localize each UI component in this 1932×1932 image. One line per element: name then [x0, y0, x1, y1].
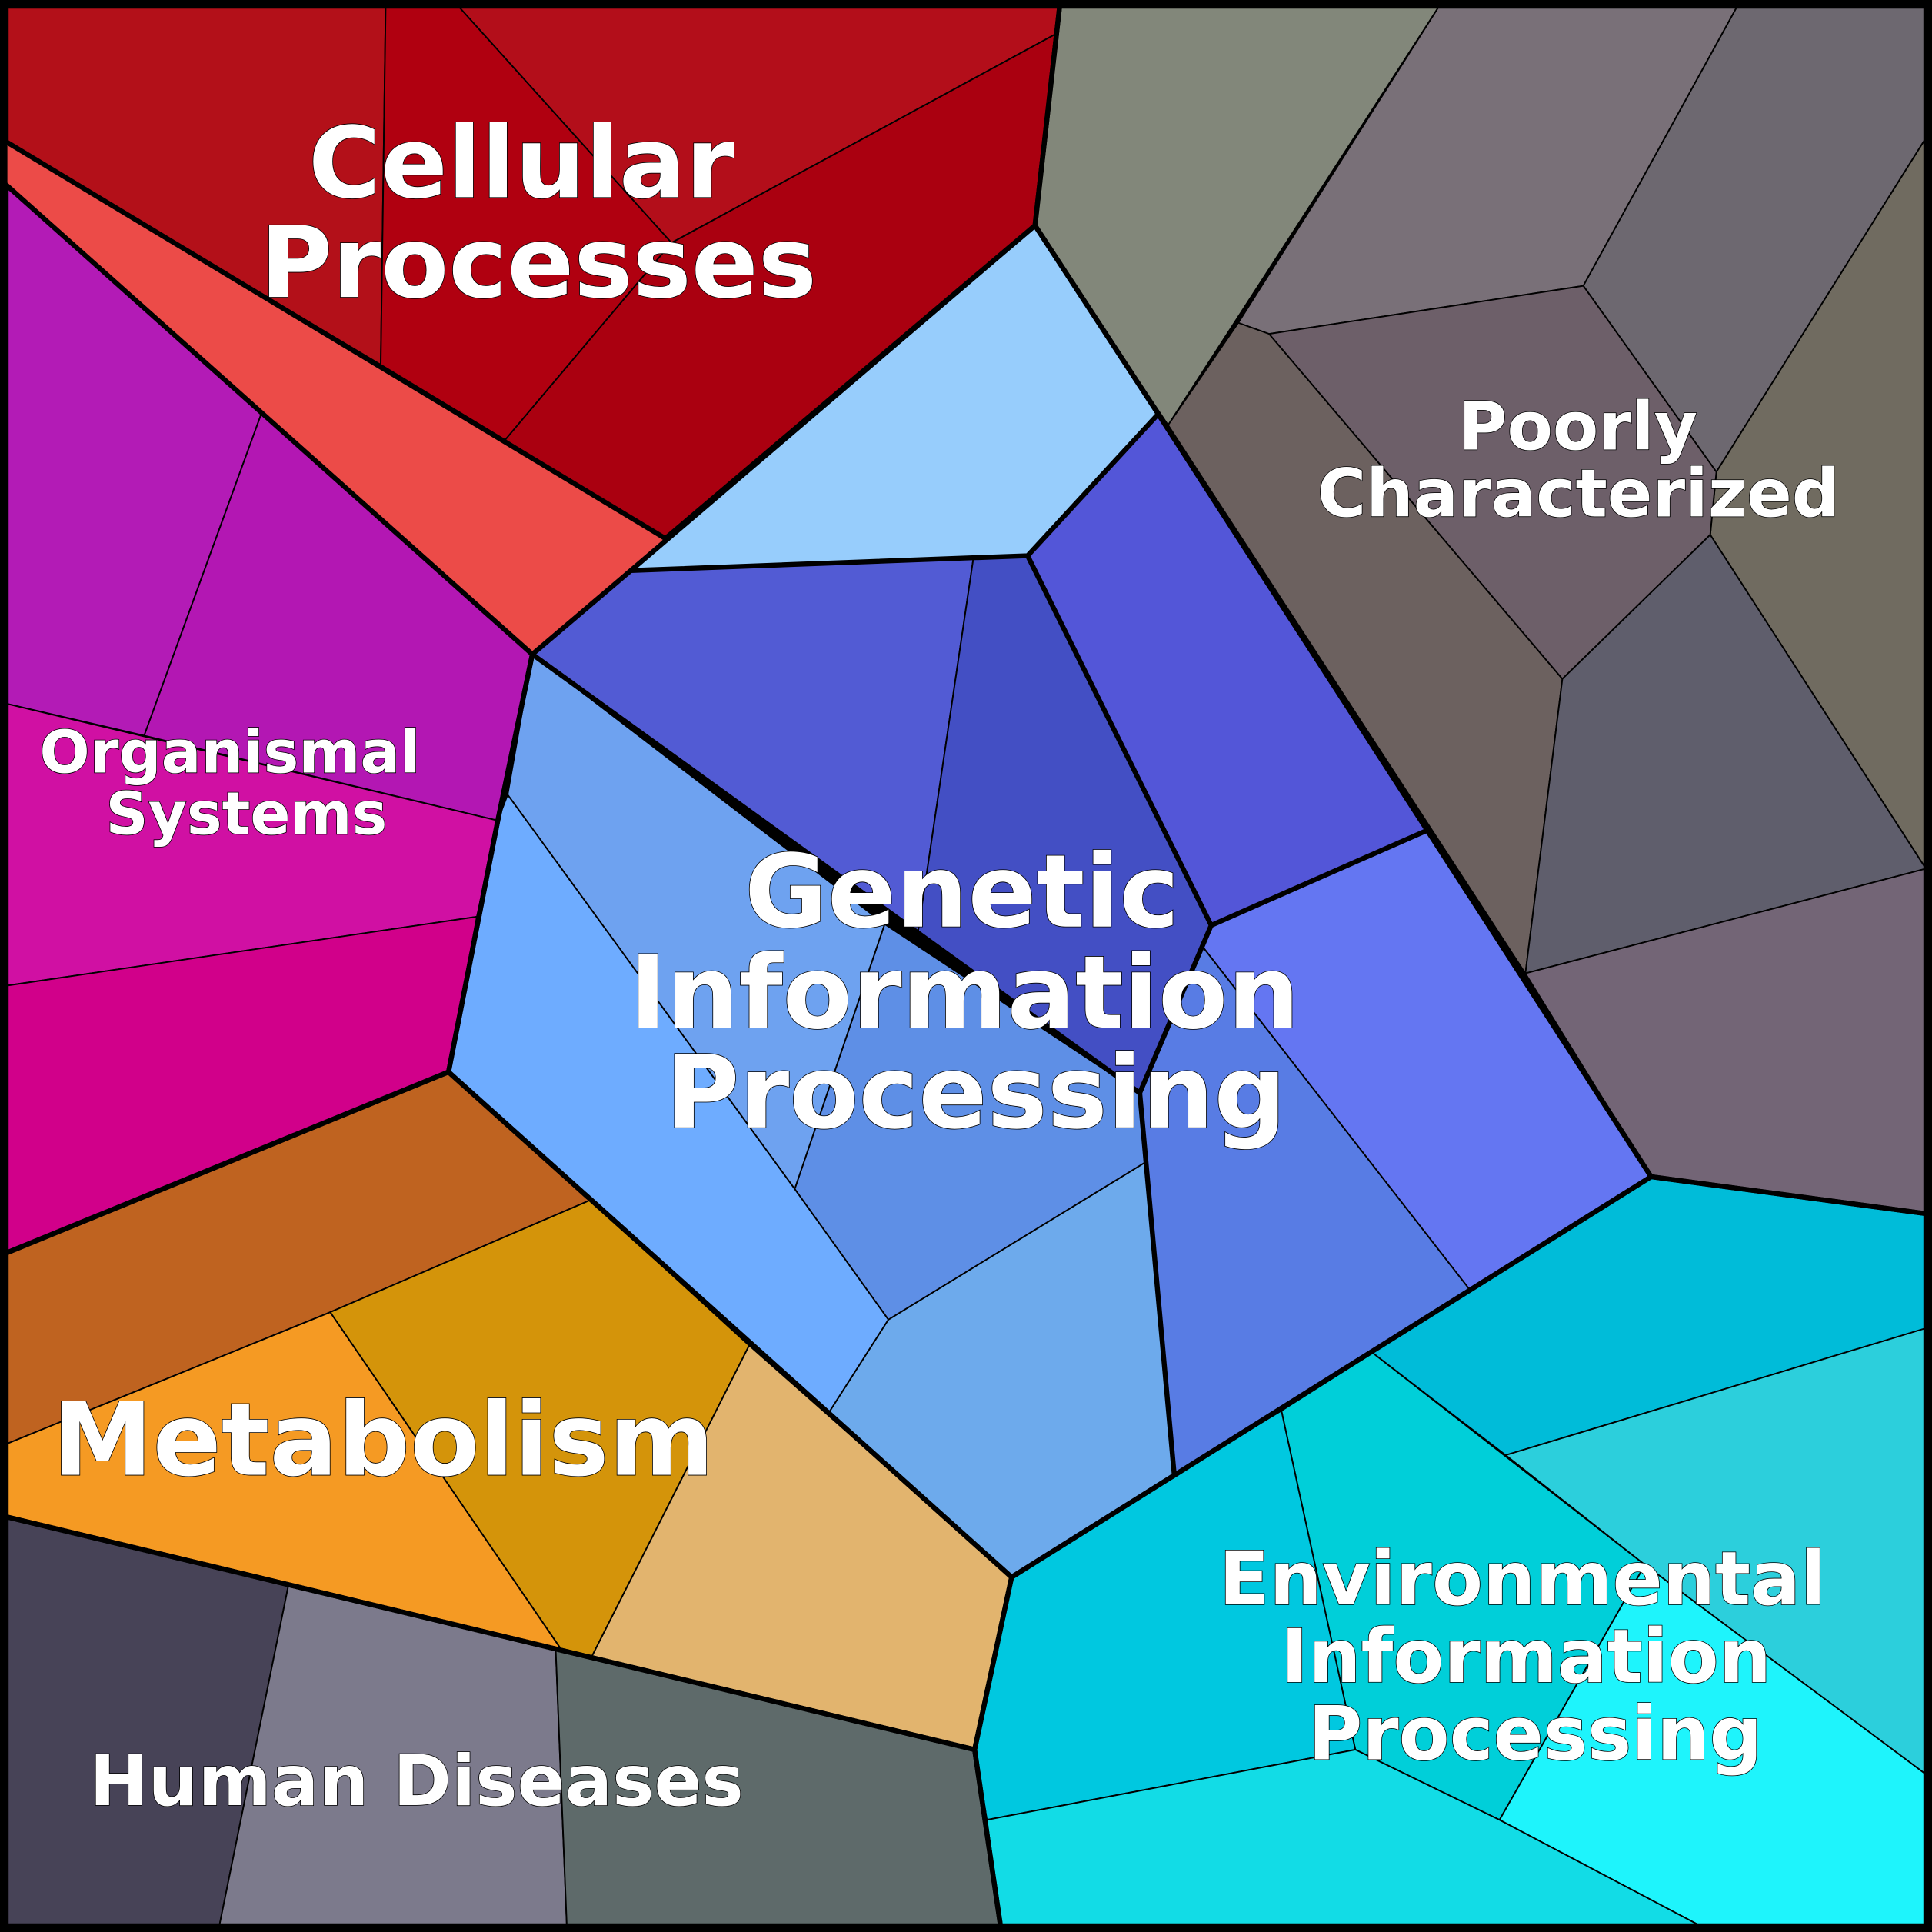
group-human-diseases [5, 1515, 1001, 1927]
label-human-diseases: Human Diseases [89, 1740, 743, 1822]
group-environmental-information-processing [974, 1175, 1927, 1927]
labels: Cellular Processes Organismal Systems Ge… [39, 106, 1851, 1823]
group-genetic-information-processing [448, 224, 1653, 1578]
label-environmental-information-processing: Environmental Information Processing [1219, 1536, 1851, 1777]
label-cellular-processes: Cellular Processes [260, 106, 817, 321]
label-organismal-systems: Organismal Systems [39, 718, 441, 848]
label-genetic-information-processing: Genetic Information Processing [629, 833, 1334, 1151]
cell[interactable] [1267, 285, 1717, 681]
group-organismal-systems [5, 183, 534, 1254]
group-poorly-characterized [1034, 5, 1927, 1215]
label-poorly-characterized: Poorly Characterized [1317, 389, 1840, 533]
group-metabolism [5, 1071, 1013, 1751]
label-metabolism: Metabolism [52, 1381, 715, 1499]
